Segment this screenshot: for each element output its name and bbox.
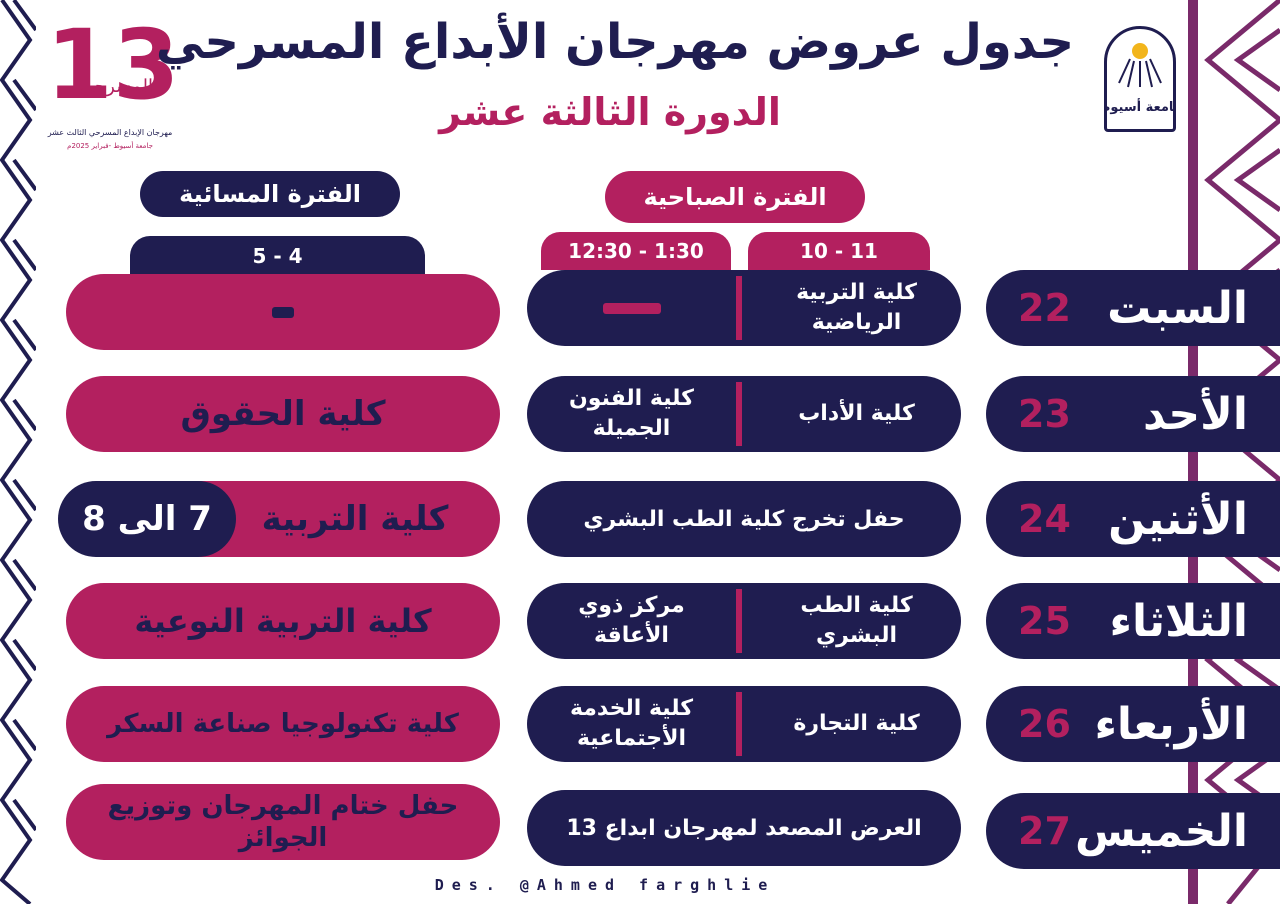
university-logo-text: جامعة أسيوط	[1107, 98, 1173, 115]
cell-divider	[736, 276, 742, 340]
evening-time-label: 5 - 4	[252, 244, 303, 268]
evening-period-label: الفترة المسائية	[179, 180, 361, 208]
morning-slot-2-text: كلية الخدمة الأجتماعية	[569, 696, 694, 751]
day-date: 24	[1018, 497, 1071, 541]
evening-text: كلية التربية	[261, 499, 449, 539]
day-name: الخميس	[1075, 805, 1248, 857]
morning-time-slot-2: 12:30 - 1:30	[541, 232, 731, 270]
evening-cell-tuesday: كلية التربية النوعية	[66, 583, 500, 659]
page-subtitle: الدورة الثالثة عشر	[439, 90, 781, 134]
evening-cell-saturday	[66, 274, 500, 350]
evening-cell-thursday: حفل ختام المهرجان وتوزيع الجوائز	[66, 784, 500, 860]
morning-full-text: العرض المصعد لمهرجان ابداع 13	[566, 815, 922, 841]
day-saturday: السبت 22	[986, 270, 1280, 346]
day-tuesday: الثلاثاء 25	[986, 583, 1280, 659]
day-name: الأحد	[1143, 388, 1248, 440]
day-date: 23	[1018, 392, 1071, 436]
dash-icon	[602, 302, 661, 314]
morning-slot-1-text: كلية التجارة	[793, 711, 920, 736]
cell-divider	[736, 382, 742, 446]
day-name: الأربعاء	[1094, 698, 1248, 750]
morning-cell-monday: حفل تخرج كلية الطب البشري	[527, 481, 961, 557]
cell-divider	[736, 589, 742, 653]
evening-period-header: الفترة المسائية	[140, 171, 400, 217]
logo-number: 13	[46, 9, 180, 121]
day-name: الأثنين	[1108, 493, 1248, 545]
logo-caption: مهرجان الإبداع المسرحي الثالث عشر	[47, 128, 173, 137]
morning-slot-1-text: كلية الأداب	[798, 401, 915, 426]
evening-cell-sunday: كلية الحقوق	[66, 376, 500, 452]
dash-icon	[272, 306, 294, 318]
evening-cell-wednesday: كلية تكنولوجيا صناعة السكر	[66, 686, 500, 762]
evening-text: كلية الحقوق	[180, 394, 386, 434]
morning-period-header: الفترة الصباحية	[605, 171, 865, 223]
day-date: 27	[1018, 809, 1071, 853]
day-thursday: الخميس 27	[986, 793, 1280, 869]
day-date: 26	[1018, 702, 1071, 746]
logo-script-text: المسرحي	[80, 76, 154, 97]
morning-slot-2-text: كلية الفنون الجميلة	[569, 386, 694, 441]
logo-caption-date: جامعة أسيوط -فبراير 2025م	[67, 142, 153, 150]
day-wednesday: الأربعاء 26	[986, 686, 1280, 762]
designer-credit: Des. @Ahmed farghlie	[434, 876, 776, 894]
morning-period-label: الفترة الصباحية	[643, 183, 827, 211]
festival-logo: 13 المسرحي مهرجان الإبداع المسرحي الثالث…	[40, 10, 180, 160]
morning-time-label-2: 12:30 - 1:30	[568, 239, 704, 263]
morning-time-label-1: 10 - 11	[800, 239, 878, 263]
morning-cell-tuesday: كلية الطب البشري مركز ذوي الأعاقة	[527, 583, 961, 659]
morning-slot-1-text: كلية التربية الرياضية	[796, 280, 917, 335]
evening-time-text: 7 الى 8	[82, 499, 212, 539]
day-monday: الأثنين 24	[986, 481, 1280, 557]
sun-emblem-icon: جامعة أسيوط	[1097, 43, 1183, 115]
evening-time-slot: 5 - 4	[130, 236, 425, 276]
evening-text: كلية التربية النوعية	[134, 602, 432, 640]
page-title: جدول عروض مهرجان الأبداع المسرحي	[155, 14, 1075, 70]
day-name: الثلاثاء	[1109, 595, 1248, 647]
left-decorative-border	[0, 0, 36, 904]
evening-text: حفل ختام المهرجان وتوزيع الجوائز	[107, 791, 459, 853]
morning-cell-wednesday: كلية التجارة كلية الخدمة الأجتماعية	[527, 686, 961, 762]
day-date: 25	[1018, 599, 1071, 643]
evening-text: كلية تكنولوجيا صناعة السكر	[107, 709, 459, 739]
morning-slot-2-text: مركز ذوي الأعاقة	[578, 593, 685, 648]
day-name: السبت	[1107, 282, 1248, 334]
morning-cell-thursday: العرض المصعد لمهرجان ابداع 13	[527, 790, 961, 866]
university-logo: جامعة أسيوط	[1097, 26, 1183, 132]
day-sunday: الأحد 23	[986, 376, 1280, 452]
day-date: 22	[1018, 286, 1071, 330]
cell-divider	[736, 692, 742, 756]
right-decorative-border	[1188, 0, 1280, 904]
morning-slot-2-empty	[527, 270, 736, 346]
morning-time-slot-1: 10 - 11	[748, 232, 930, 270]
morning-cell-sunday: كلية الأداب كلية الفنون الجميلة	[527, 376, 961, 452]
morning-full-text: حفل تخرج كلية الطب البشري	[583, 506, 905, 532]
morning-cell-saturday: كلية التربية الرياضية	[527, 270, 961, 346]
morning-slot-1-text: كلية الطب البشري	[800, 593, 913, 648]
evening-time-badge-monday: 7 الى 8	[58, 481, 236, 557]
